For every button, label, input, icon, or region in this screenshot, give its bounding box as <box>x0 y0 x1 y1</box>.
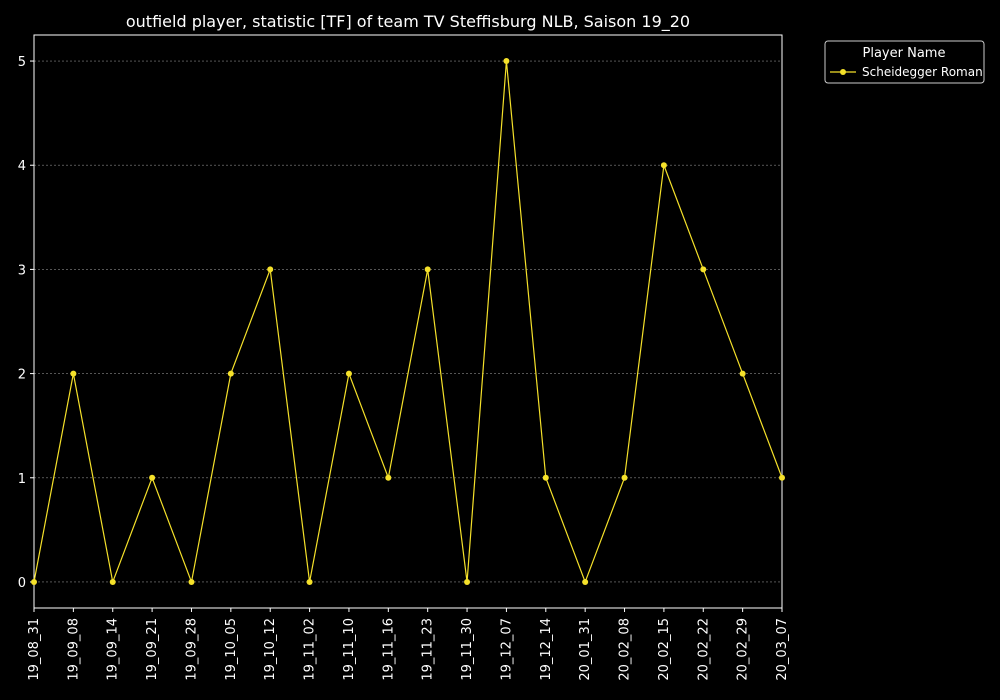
data-point <box>306 578 313 585</box>
data-point <box>345 370 352 377</box>
x-tick-label: 20_01_31 <box>578 618 593 681</box>
x-tick-label: 20_03_07 <box>775 618 790 681</box>
y-tick-label: 0 <box>18 576 26 591</box>
data-point <box>779 474 785 481</box>
data-point <box>464 578 471 585</box>
x-tick-label: 19_12_14 <box>539 618 554 681</box>
x-tick-label: 20_02_15 <box>657 618 672 681</box>
x-tick-label: 20_02_08 <box>618 618 633 681</box>
y-tick-label: 3 <box>18 263 26 278</box>
data-point <box>149 474 156 481</box>
data-point <box>700 266 707 273</box>
x-tick-label: 19_11_10 <box>342 618 357 681</box>
x-tick-label: 20_02_29 <box>736 618 751 681</box>
x-tick-label: 19_12_07 <box>499 618 514 681</box>
data-point <box>660 162 667 169</box>
x-tick-label: 19_11_30 <box>460 618 475 681</box>
plot-frame <box>33 34 783 609</box>
x-tick-label: 19_09_08 <box>66 618 81 681</box>
data-point <box>227 370 234 377</box>
series-line <box>33 60 783 585</box>
legend-marker <box>840 69 846 75</box>
chart-title: outfield player, statistic [TF] of team … <box>126 12 690 32</box>
x-tick-label: 20_02_22 <box>696 618 711 681</box>
x-tick-label: 19_09_28 <box>184 618 199 681</box>
data-point <box>424 266 431 273</box>
y-tick-label: 4 <box>18 159 26 174</box>
x-tick-label: 19_11_02 <box>303 618 318 681</box>
x-tick-label: 19_11_23 <box>421 618 436 681</box>
legend-entry-label: Scheidegger Roman <box>862 65 983 79</box>
x-tick-label: 19_10_05 <box>224 618 239 681</box>
data-point <box>542 474 549 481</box>
data-point <box>621 474 628 481</box>
data-point <box>188 578 195 585</box>
data-point <box>385 474 392 481</box>
legend-title: Player Name <box>863 46 946 61</box>
grid <box>34 60 782 583</box>
y-tick-label: 5 <box>18 55 26 70</box>
legend-frame <box>824 40 985 84</box>
x-tick-label: 19_08_31 <box>27 618 42 681</box>
data-point <box>267 266 274 273</box>
legend: Player Name Scheidegger Roman <box>824 40 985 84</box>
y-tick-label: 2 <box>18 368 26 383</box>
data-point <box>70 370 77 377</box>
data-point <box>109 578 116 585</box>
data-point <box>739 370 746 377</box>
x-tick-label: 19_10_12 <box>263 618 278 681</box>
axes: 0 1 2 3 4 5 19_08_31 19_09_08 19_09_14 19_09_21 19… <box>18 34 790 681</box>
y-tick-label: 1 <box>18 472 26 487</box>
x-tick-label: 19_09_21 <box>145 618 160 681</box>
series-layer <box>31 58 785 585</box>
data-point <box>503 58 510 65</box>
x-tick-label: 19_09_14 <box>106 618 121 681</box>
data-point <box>31 578 37 585</box>
x-tick-label: 19_11_16 <box>381 618 396 681</box>
data-point <box>582 578 589 585</box>
